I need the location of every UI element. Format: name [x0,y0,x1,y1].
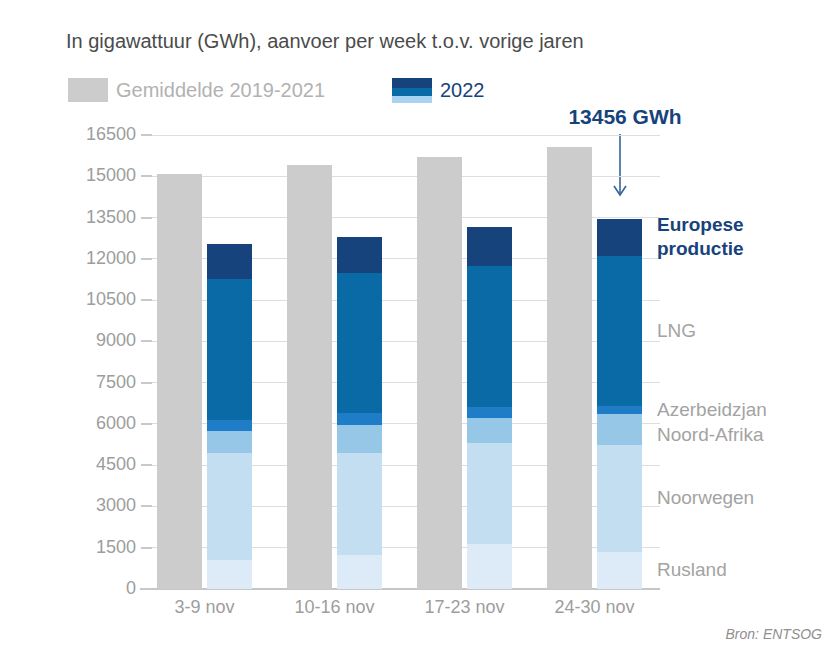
segment-noord-afrika-17-23-nov [467,418,512,443]
legend: Gemiddelde 2019-2021 2022 [0,76,830,104]
x-axis-label: 24-30 nov [525,597,665,618]
y-axis-tick [141,382,152,384]
series-label-lng: LNG [657,319,696,343]
bar-average-3-9-nov [157,174,202,589]
annotation-label: 13456 GWh [568,105,681,129]
y-axis-tick [141,175,152,177]
legend-swatch-2022-band-dark [392,78,432,88]
x-axis-label: 17-23 nov [395,597,535,618]
y-axis-label: 1500 [0,537,136,558]
y-axis-label: 7500 [0,372,136,393]
legend-swatch-average [68,78,108,102]
segment-rusland-3-9-nov [207,560,252,589]
segment-noord-afrika-3-9-nov [207,431,252,453]
segment-azerbeidzjan-24-30-nov [597,406,642,414]
legend-swatch-2022 [392,78,432,103]
y-axis-label: 4500 [0,454,136,475]
y-axis-tick [141,340,152,342]
segment-rusland-24-30-nov [597,552,642,589]
y-axis-tick [141,258,152,260]
segment-europese-productie-17-23-nov [467,227,512,266]
segment-azerbeidzjan-3-9-nov [207,420,252,431]
series-label-rusland: Rusland [657,558,727,582]
gridline [150,135,660,136]
gas-supply-infographic: In gigawattuur (GWh), aanvoer per week t… [0,0,830,659]
segment-rusland-17-23-nov [467,544,512,589]
legend-label-2022: 2022 [440,78,485,102]
segment-noorwegen-24-30-nov [597,445,642,552]
segment-lng-17-23-nov [467,266,512,408]
y-axis-label: 10500 [0,289,136,310]
series-label-azerbeidzjan: Azerbeidzjan [657,398,767,422]
page-title: In gigawattuur (GWh), aanvoer per week t… [66,30,584,53]
y-axis-tick [141,588,152,590]
bar-average-10-16-nov [287,165,332,589]
y-axis-tick [141,547,152,549]
segment-noorwegen-10-16-nov [337,453,382,555]
legend-swatch-2022-band-light [392,96,432,103]
segment-lng-24-30-nov [597,256,642,406]
y-axis-tick [141,134,152,136]
bar-average-24-30-nov [547,147,592,589]
segment-noorwegen-3-9-nov [207,453,252,560]
x-axis-label: 10-16 nov [265,597,405,618]
y-axis-tick [141,423,152,425]
segment-noorwegen-17-23-nov [467,443,512,543]
y-axis-tick [141,505,152,507]
y-axis-label: 16500 [0,124,136,145]
series-label-noorwegen: Noorwegen [657,486,754,510]
segment-noord-afrika-10-16-nov [337,425,382,453]
segment-europese-productie-10-16-nov [337,237,382,273]
segment-azerbeidzjan-17-23-nov [467,407,512,418]
y-axis-label: 15000 [0,165,136,186]
y-axis-label: 13500 [0,207,136,228]
y-axis-tick [141,217,152,219]
series-label-noord-afrika: Noord-Afrika [657,423,764,447]
segment-europese-productie-24-30-nov [597,219,642,256]
x-axis-label: 3-9 nov [135,597,275,618]
plot-area [148,135,660,589]
bar-average-17-23-nov [417,157,462,589]
segment-rusland-10-16-nov [337,555,382,589]
y-axis-label: 0 [0,578,136,599]
y-axis-tick [141,299,152,301]
segment-lng-10-16-nov [337,273,382,413]
source-credit: Bron: ENTSOG [726,626,822,642]
series-label-europese-productie: Europese productie [657,213,807,261]
legend-swatch-2022-band-mid [392,88,432,96]
y-axis-label: 12000 [0,248,136,269]
y-axis-label: 9000 [0,330,136,351]
segment-lng-3-9-nov [207,279,252,419]
legend-label-average: Gemiddelde 2019-2021 [116,78,325,102]
segment-azerbeidzjan-10-16-nov [337,413,382,425]
y-axis-label: 6000 [0,413,136,434]
y-axis-tick [141,464,152,466]
segment-noord-afrika-24-30-nov [597,414,642,444]
y-axis-label: 3000 [0,495,136,516]
segment-europese-productie-3-9-nov [207,244,252,280]
